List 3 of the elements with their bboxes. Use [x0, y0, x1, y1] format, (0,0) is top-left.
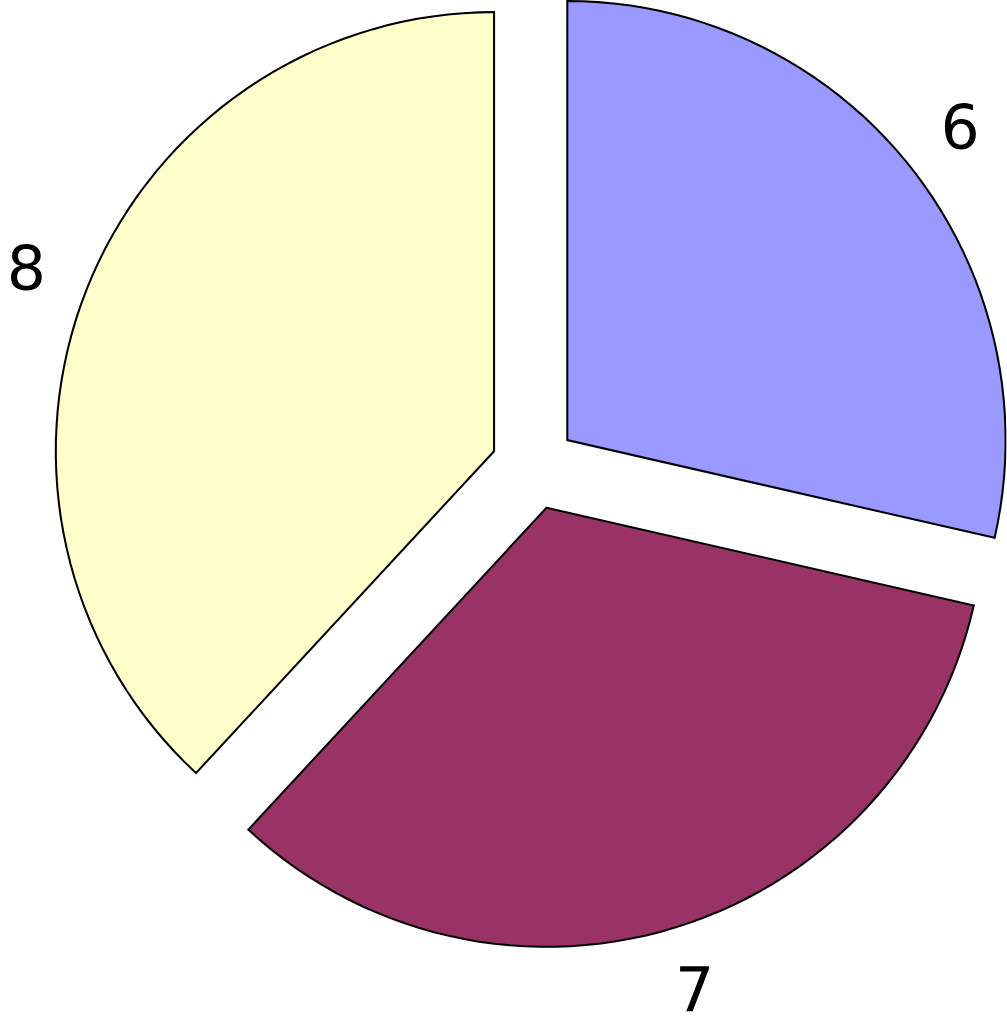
data-label: 8: [11, 244, 42, 291]
data-label: 6: [945, 103, 977, 150]
data-label: 7: [680, 966, 710, 1012]
